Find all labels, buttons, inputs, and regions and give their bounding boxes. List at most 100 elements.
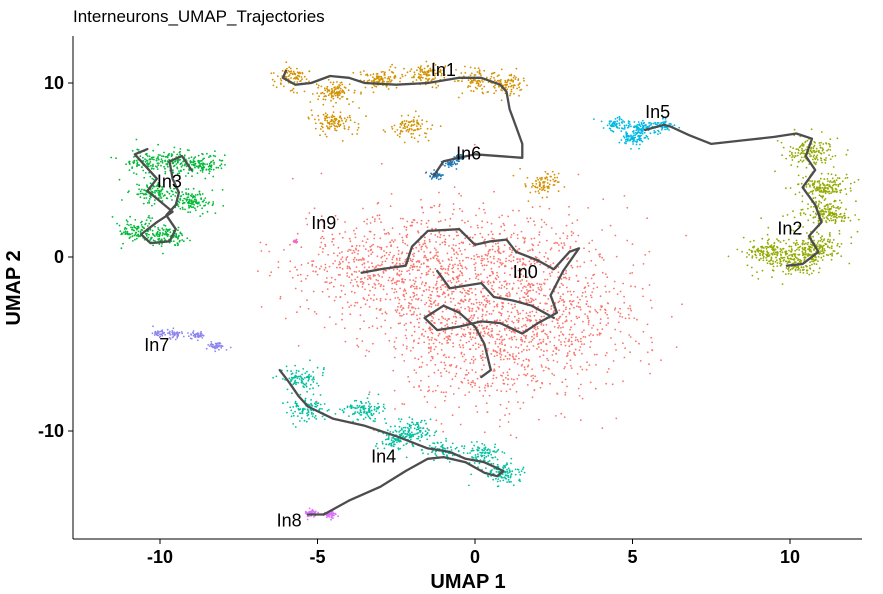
data-point	[484, 238, 486, 241]
data-point	[306, 299, 308, 302]
data-point	[477, 226, 479, 229]
data-point	[327, 126, 329, 129]
data-point	[310, 109, 313, 112]
data-point	[332, 244, 335, 246]
data-point	[621, 316, 624, 318]
data-point	[822, 148, 825, 151]
data-point	[473, 258, 476, 261]
data-point	[413, 219, 416, 222]
data-point	[531, 310, 534, 313]
data-point	[421, 123, 424, 125]
data-point	[485, 300, 488, 302]
data-point	[452, 315, 455, 318]
data-point	[820, 159, 823, 162]
data-point	[542, 324, 545, 327]
data-point	[765, 259, 768, 262]
data-point	[564, 308, 567, 311]
data-point	[455, 365, 458, 367]
data-point	[431, 315, 433, 318]
data-point	[427, 265, 430, 268]
data-point	[822, 195, 825, 198]
data-point	[795, 239, 798, 242]
data-point	[415, 371, 418, 374]
data-point	[598, 255, 601, 258]
data-point	[837, 185, 840, 188]
data-point	[547, 359, 550, 362]
data-point	[327, 94, 330, 97]
data-point	[493, 237, 495, 240]
data-point	[408, 273, 411, 275]
data-point	[403, 124, 406, 127]
data-point	[531, 277, 533, 279]
data-point	[379, 264, 381, 267]
data-point	[513, 75, 516, 77]
data-point	[642, 330, 645, 333]
data-point	[143, 189, 145, 191]
data-point	[364, 303, 367, 306]
data-point	[412, 80, 414, 83]
data-point	[562, 299, 565, 301]
data-point	[409, 279, 411, 281]
data-point	[439, 71, 442, 74]
data-point	[831, 211, 833, 214]
data-point	[595, 310, 598, 313]
data-point	[545, 333, 548, 336]
data-point	[825, 142, 827, 144]
data-point	[455, 334, 458, 336]
data-point	[394, 76, 397, 78]
data-point	[604, 273, 607, 275]
data-point	[810, 272, 813, 275]
data-point	[531, 249, 534, 252]
data-point	[500, 336, 502, 338]
data-point	[790, 273, 793, 275]
data-point	[323, 87, 326, 90]
data-point	[331, 114, 334, 117]
data-point	[685, 234, 687, 237]
data-point	[485, 297, 488, 300]
data-point	[156, 162, 159, 165]
data-point	[581, 397, 584, 400]
data-point	[398, 312, 401, 315]
data-point	[857, 218, 860, 221]
data-point	[549, 341, 551, 343]
data-point	[584, 336, 587, 338]
data-point	[509, 82, 511, 85]
data-point	[756, 271, 758, 273]
data-point	[577, 234, 580, 237]
data-point	[341, 307, 344, 309]
data-point	[175, 163, 178, 165]
data-point	[464, 295, 466, 297]
data-point	[311, 114, 314, 116]
data-point	[555, 348, 558, 351]
data-point	[584, 276, 587, 279]
data-point	[510, 267, 513, 270]
data-point	[317, 114, 320, 117]
data-point	[416, 265, 418, 268]
data-point	[206, 210, 209, 213]
data-point	[785, 267, 788, 269]
data-point	[204, 204, 207, 207]
data-point	[389, 76, 392, 78]
data-point	[336, 96, 339, 99]
data-point	[479, 303, 481, 306]
data-point	[498, 366, 501, 368]
data-point	[145, 197, 148, 199]
data-point	[428, 343, 430, 345]
data-point	[193, 200, 195, 203]
data-point	[171, 199, 173, 201]
data-point	[771, 249, 774, 251]
data-point	[375, 265, 378, 267]
data-point	[398, 270, 401, 272]
data-point	[516, 363, 519, 365]
data-point	[566, 385, 568, 388]
data-point	[557, 301, 560, 304]
data-point	[527, 290, 529, 293]
data-point	[803, 256, 806, 258]
data-point	[410, 303, 412, 305]
data-point	[814, 158, 817, 161]
data-point	[427, 79, 429, 81]
data-point	[325, 115, 328, 118]
data-point	[838, 208, 840, 210]
data-point	[455, 320, 457, 323]
data-point	[800, 208, 803, 211]
